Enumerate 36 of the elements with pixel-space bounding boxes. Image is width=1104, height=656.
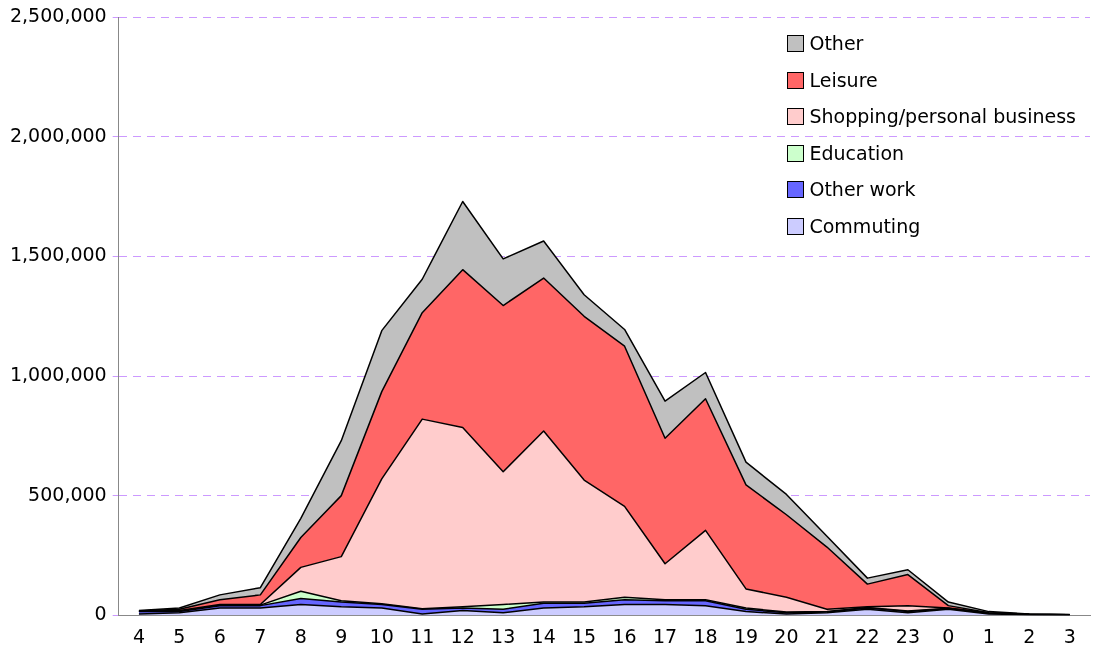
x-tick-label: 17 (652, 624, 678, 647)
x-tick-label: 20 (774, 624, 799, 647)
x-tick-label: 6 (213, 624, 226, 647)
x-tick-label: 12 (450, 624, 475, 647)
x-tick-label: 15 (572, 624, 597, 647)
x-tick-label: 16 (612, 624, 637, 647)
y-tick-label: 0 (94, 602, 107, 625)
x-tick-label: 9 (335, 624, 348, 647)
x-tick-label: 13 (491, 624, 516, 647)
y-tick-label: 2,000,000 (9, 123, 107, 146)
legend-label: Commuting (809, 213, 921, 239)
x-tick-label: 18 (693, 624, 718, 647)
x-tick-label: 19 (733, 624, 759, 647)
y-tick-label: 1,000,000 (9, 363, 107, 386)
legend-label: Other work (809, 177, 916, 203)
x-tick-label: 23 (895, 624, 920, 647)
x-tick-label: 10 (369, 624, 394, 647)
x-tick-label: 8 (294, 624, 307, 647)
y-tick-label: 1,500,000 (9, 243, 107, 266)
x-tick-label: 7 (254, 624, 267, 647)
x-tick-label: 21 (814, 624, 840, 647)
x-tick-label: 3 (1063, 624, 1076, 647)
legend-label: Other (809, 31, 864, 57)
x-tick-label: 2 (1023, 624, 1036, 647)
x-tick-label: 14 (531, 624, 556, 647)
y-tick-label: 2,500,000 (9, 4, 107, 27)
x-tick-label: 22 (855, 624, 880, 647)
x-tick-label: 11 (410, 624, 435, 647)
legend-label: Leisure (809, 67, 878, 93)
y-tick-label: 500,000 (28, 482, 107, 505)
x-tick-label: 0 (942, 624, 955, 647)
x-tick-label: 1 (982, 624, 995, 647)
legend-label: Shopping/personal business (809, 104, 1076, 130)
legend-label: Education (809, 140, 905, 166)
x-tick-label: 4 (132, 624, 145, 647)
x-tick-label: 5 (173, 624, 186, 647)
